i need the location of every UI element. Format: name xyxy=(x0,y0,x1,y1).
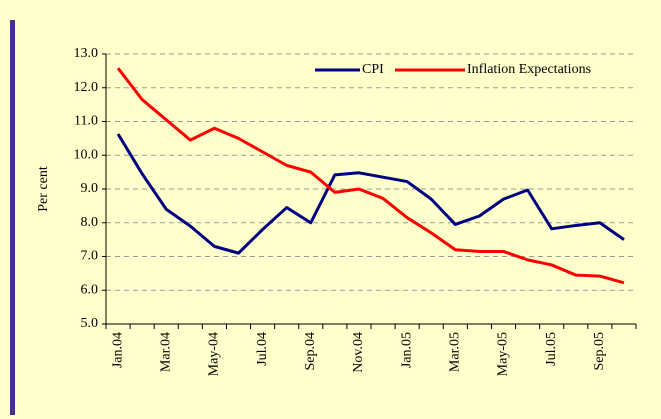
y-tick-label: 10.0 xyxy=(74,147,99,162)
side-bar xyxy=(10,20,15,415)
y-tick-label: 8.0 xyxy=(81,215,99,230)
y-tick-label: 13.0 xyxy=(74,46,99,61)
x-tick-label: Sep.04 xyxy=(303,332,318,371)
x-tick-label: Mar.04 xyxy=(158,332,173,372)
x-tick-label: May-05 xyxy=(496,332,511,376)
x-tick-label: Jan.04 xyxy=(110,332,125,368)
x-tick-label: Nov.04 xyxy=(351,332,366,373)
x-tick-label: Jul.05 xyxy=(544,332,559,366)
y-tick-label: 9.0 xyxy=(81,181,99,196)
legend-label: CPI xyxy=(362,62,384,77)
x-tick-label: Sep.05 xyxy=(592,332,607,371)
y-tick-label: 11.0 xyxy=(74,114,98,129)
x-tick-label: Mar.05 xyxy=(448,332,463,372)
series-line xyxy=(116,133,625,255)
y-tick-label: 7.0 xyxy=(81,249,99,264)
x-tick-label: May-04 xyxy=(207,332,222,376)
x-tick-label: Jul.04 xyxy=(255,332,270,366)
y-axis-label: Per cent xyxy=(36,166,51,212)
y-tick-label: 12.0 xyxy=(74,80,99,95)
legend-label: Inflation Expectations xyxy=(467,62,591,77)
x-tick-label: Jan.05 xyxy=(399,332,414,368)
y-tick-label: 5.0 xyxy=(81,316,99,331)
y-tick-label: 6.0 xyxy=(81,282,99,297)
series-line xyxy=(116,67,625,285)
